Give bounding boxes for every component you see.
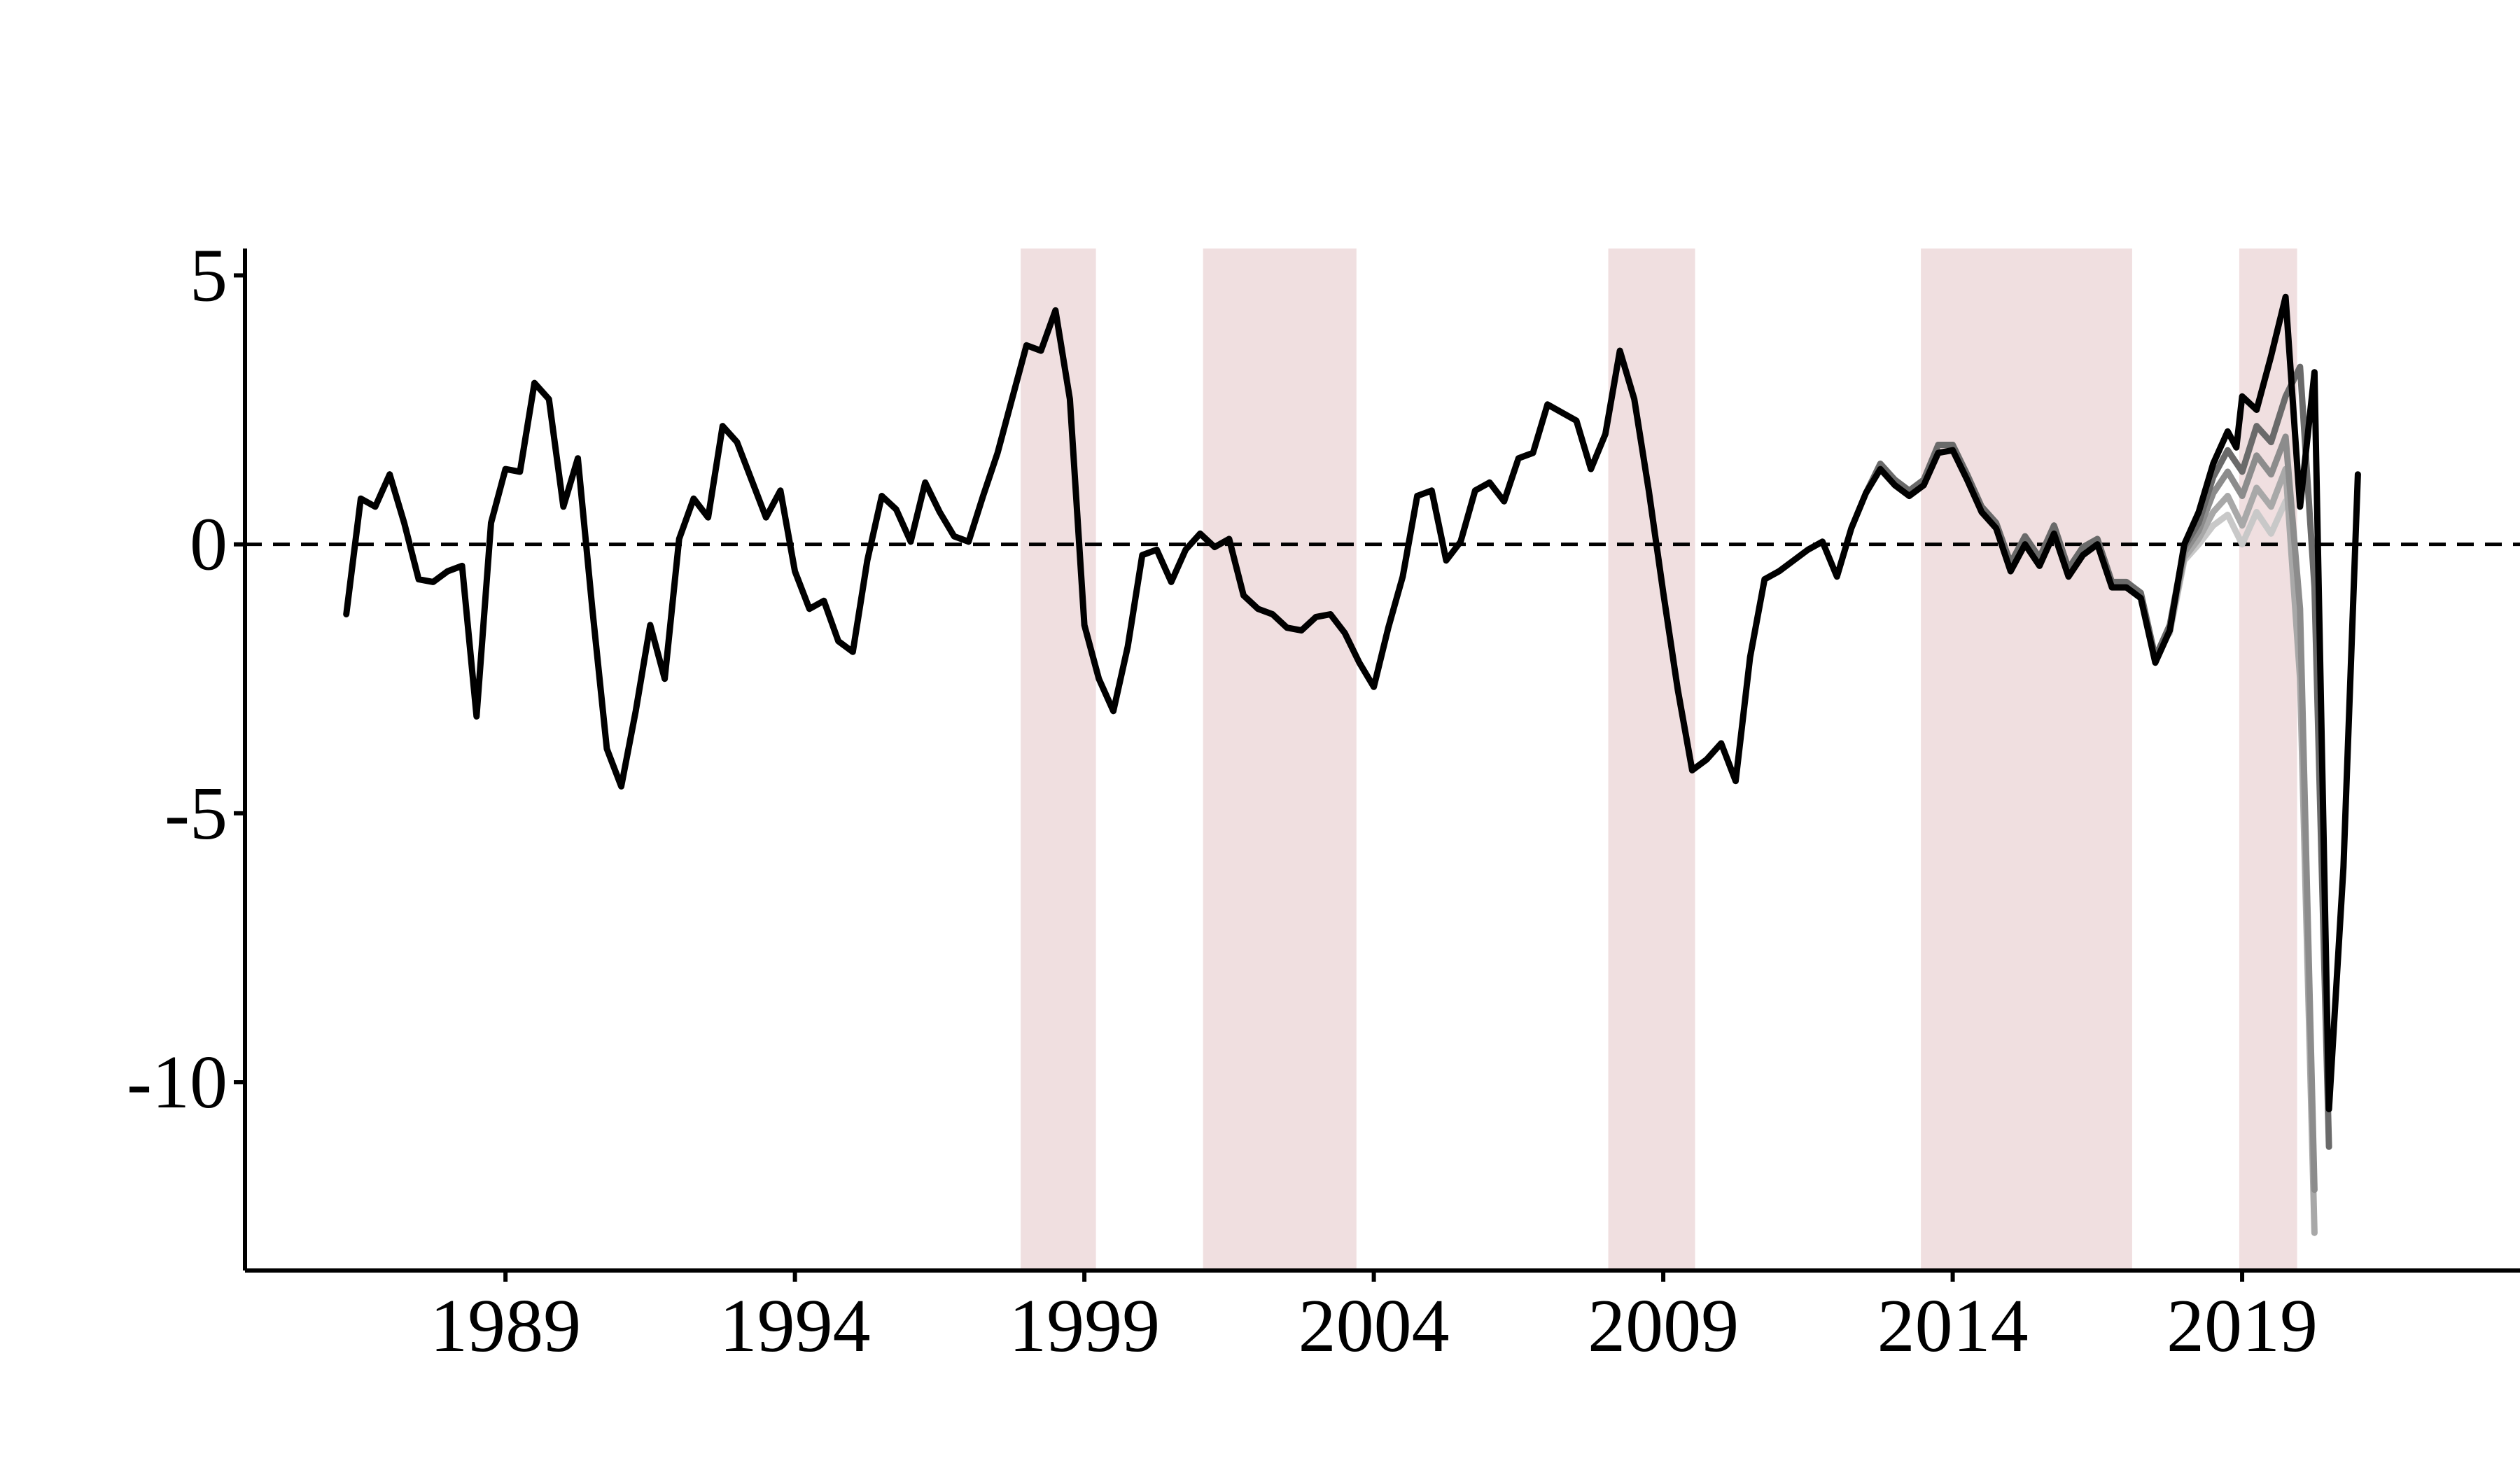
y-tick-label: 0 (190, 503, 227, 587)
x-tick-label: 1989 (430, 1284, 581, 1368)
x-axis-ticks: 1989 1994 1999 2004 2009 2014 2019 (430, 1270, 2318, 1368)
y-tick-label: 5 (190, 234, 227, 317)
x-tick-label: 2019 (2166, 1284, 2318, 1368)
y-axis-ticks: 5 0 -5 -10 (127, 234, 245, 1124)
shaded-period-4 (2239, 248, 2297, 1270)
x-tick-label: 2009 (1588, 1284, 1739, 1368)
x-tick-label: 1994 (720, 1284, 871, 1368)
y-tick-label: -10 (127, 1041, 227, 1124)
series-line-0 (343, 293, 2361, 1112)
shaded-period-2 (1608, 248, 1695, 1270)
x-tick-label: 2004 (1298, 1284, 1450, 1368)
x-tick-label: 1999 (1009, 1284, 1160, 1368)
series-layer (343, 293, 2361, 1236)
shaded-period-3 (1921, 248, 2132, 1270)
series-line-2 (2166, 433, 2318, 1194)
shaded-periods (1021, 248, 2297, 1270)
series-line-1 (1863, 363, 2332, 1150)
x-tick-label: 2014 (1877, 1284, 2029, 1368)
shaded-period-0 (1021, 248, 1096, 1270)
series-line-3 (2166, 465, 2318, 1236)
shaded-period-1 (1203, 248, 1357, 1270)
y-tick-label: -5 (164, 772, 227, 855)
